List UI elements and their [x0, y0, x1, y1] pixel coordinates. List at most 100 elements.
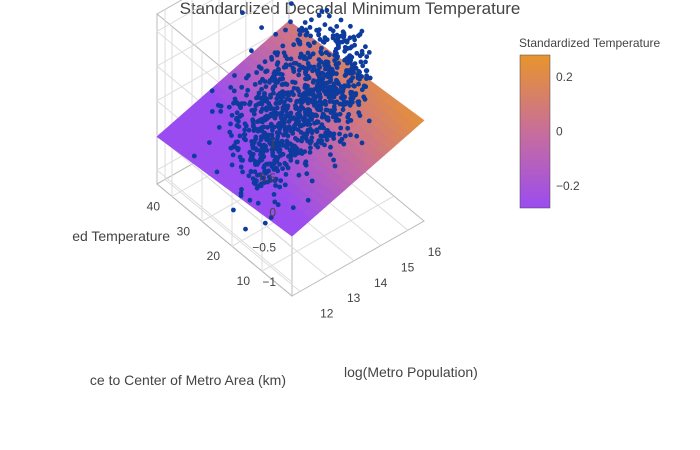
data-point	[239, 84, 245, 90]
data-point	[277, 111, 283, 116]
data-point	[317, 37, 323, 42]
data-point	[310, 113, 316, 119]
data-point	[229, 112, 235, 118]
data-point	[328, 75, 333, 80]
data-point	[268, 94, 273, 100]
data-point	[303, 107, 309, 113]
data-point	[284, 143, 289, 149]
data-point	[312, 95, 318, 101]
data-point	[303, 76, 308, 82]
data-point	[258, 183, 264, 189]
data-point	[287, 141, 293, 147]
data-point	[341, 96, 346, 102]
data-point	[341, 34, 347, 40]
data-point	[277, 71, 283, 77]
data-point	[290, 79, 295, 85]
data-point	[259, 86, 264, 92]
data-point	[348, 132, 353, 138]
data-point	[296, 27, 302, 33]
data-point	[322, 142, 327, 148]
data-point	[284, 56, 290, 62]
data-point	[344, 83, 350, 89]
data-point	[351, 70, 356, 75]
data-point	[281, 123, 286, 129]
x-tick-label: 14	[374, 276, 388, 290]
data-point	[281, 99, 287, 105]
data-point	[280, 43, 286, 49]
data-point	[322, 98, 328, 104]
data-point	[260, 98, 266, 104]
data-point	[287, 62, 293, 68]
data-point	[294, 99, 299, 105]
data-point	[239, 187, 244, 192]
data-point	[242, 121, 248, 127]
data-point	[277, 184, 283, 190]
data-point	[229, 162, 235, 168]
data-point	[254, 162, 260, 167]
data-point	[246, 127, 252, 133]
data-point	[232, 96, 238, 102]
data-point	[328, 144, 333, 150]
data-point	[218, 103, 224, 109]
data-point	[341, 86, 346, 91]
data-point	[307, 64, 313, 69]
data-point	[234, 145, 240, 151]
data-point	[318, 49, 324, 55]
data-point	[291, 42, 297, 48]
data-point	[256, 90, 262, 96]
data-point	[250, 151, 256, 157]
data-point	[278, 178, 284, 184]
data-point	[254, 70, 259, 75]
data-point	[364, 68, 370, 74]
data-point	[310, 68, 315, 74]
data-point	[348, 23, 353, 29]
data-point	[294, 159, 300, 165]
data-point	[275, 168, 281, 174]
data-point	[242, 132, 248, 138]
data-point	[348, 91, 354, 97]
data-point	[316, 139, 321, 145]
data-point	[253, 126, 259, 132]
data-point	[291, 147, 297, 153]
x-tick-label: 13	[347, 291, 361, 305]
data-point	[295, 127, 301, 133]
data-point	[361, 83, 367, 89]
data-point	[363, 44, 368, 50]
y-axis-title: ce to Center of Metro Area (km)	[90, 372, 286, 388]
data-point	[324, 50, 329, 56]
data-point	[209, 109, 215, 114]
data-point	[359, 140, 365, 146]
data-point	[237, 114, 243, 119]
data-point	[271, 167, 277, 172]
data-point	[311, 64, 317, 70]
data-point	[231, 207, 236, 213]
data-point	[232, 73, 237, 78]
data-point	[271, 90, 276, 96]
data-point	[309, 178, 315, 184]
data-point	[259, 157, 265, 163]
data-point	[271, 161, 277, 167]
data-point	[277, 162, 282, 167]
data-point	[329, 95, 335, 100]
x-tick-label: 15	[401, 261, 415, 275]
data-point	[331, 81, 337, 87]
data-point	[297, 32, 303, 37]
data-point	[272, 178, 278, 184]
data-point	[292, 143, 298, 149]
data-point	[324, 7, 330, 13]
data-point	[323, 66, 328, 72]
data-point	[325, 127, 330, 133]
data-point	[238, 105, 243, 111]
data-point	[264, 68, 270, 74]
x-tick-label: 12	[320, 306, 334, 320]
data-point	[250, 117, 256, 123]
data-point	[307, 108, 313, 113]
data-point	[228, 85, 234, 90]
data-point	[235, 101, 241, 106]
data-point	[271, 192, 277, 197]
data-point	[276, 144, 282, 150]
data-point	[246, 173, 252, 179]
data-point	[247, 197, 253, 203]
data-point	[262, 169, 267, 175]
data-point	[282, 160, 288, 166]
